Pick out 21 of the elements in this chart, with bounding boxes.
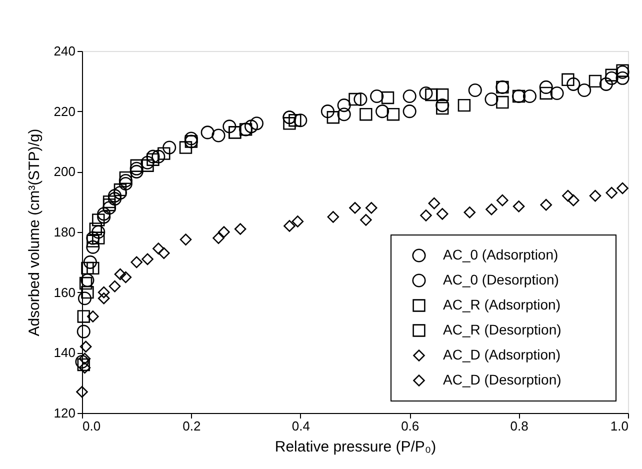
x-tick-label: 0.0 [82,418,101,434]
x-axis-title: Relative pressure (P/P₀) [274,438,436,456]
x-tick-label: 0.8 [510,418,528,434]
y-tick-label: 140 [54,345,76,360]
legend-label: AC_R (Adsorption) [443,296,560,312]
x-tick-label: 0.6 [401,418,420,434]
y-tick-label: 200 [54,164,76,180]
legend-label: AC_D (Adsorption) [443,346,560,362]
legend-label: AC_R (Desorption) [443,322,562,338]
legend-label: AC_0 (Adsorption) [443,246,558,262]
legend-label: AC_0 (Desorption) [443,272,559,288]
x-tick-label: 0.2 [182,418,201,434]
y-tick-label: 160 [54,284,76,300]
legend-label: AC_D (Desorption) [443,372,562,388]
y-axis-title: Adsorbed volume (cm³(STP)/g) [26,128,43,336]
x-tick-label: 0.4 [292,418,310,434]
x-tick-label: 1.0 [610,418,628,434]
y-tick-label: 220 [54,104,76,119]
y-tick-label: 240 [54,44,76,58]
y-tick-label: 120 [54,406,76,420]
y-tick-label: 180 [54,224,76,240]
